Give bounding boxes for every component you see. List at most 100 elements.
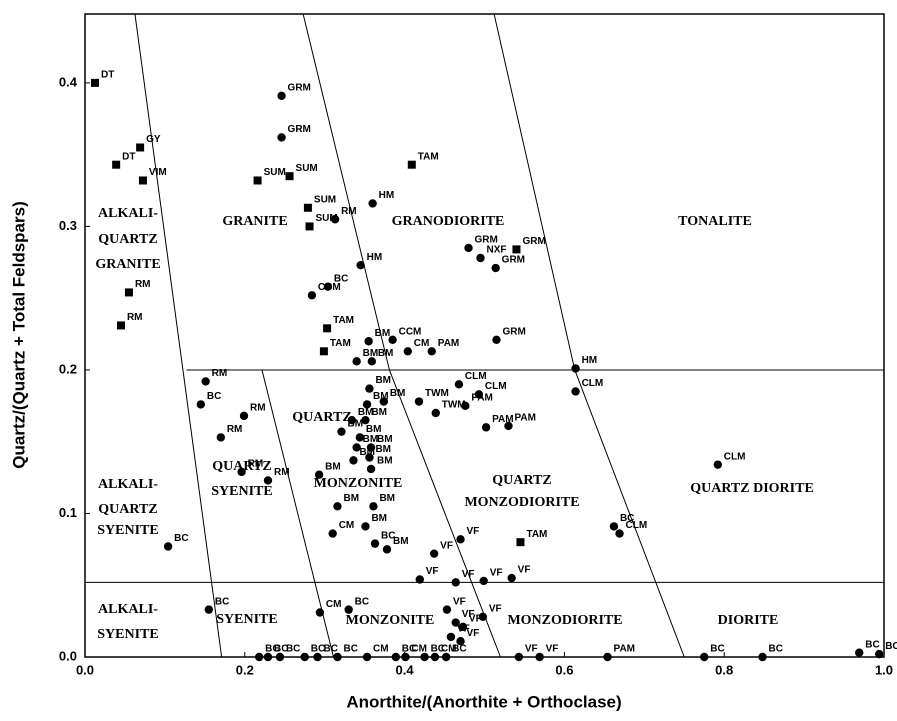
point-label: BM xyxy=(358,407,374,418)
circle-point xyxy=(163,542,173,551)
point-label: BM xyxy=(359,447,375,458)
field-label: GRANODIORITE xyxy=(392,214,505,229)
y-tick-label: 0.1 xyxy=(59,505,77,520)
circle-point xyxy=(315,608,325,617)
circle-point xyxy=(263,652,273,662)
circle-point xyxy=(415,575,424,584)
circle-point xyxy=(369,502,378,511)
point-label: CM xyxy=(339,520,355,531)
circle-point xyxy=(481,423,491,432)
circle-point xyxy=(391,652,401,662)
point-label: TAM xyxy=(526,529,547,540)
point-label: VF xyxy=(467,628,480,639)
point-label: BM xyxy=(363,434,379,445)
circle-point xyxy=(361,522,370,531)
square-point xyxy=(253,176,262,185)
point-label: BM xyxy=(375,375,391,386)
square-point xyxy=(305,222,314,231)
square-point xyxy=(323,324,332,333)
point-label: BC xyxy=(620,513,634,524)
point-label: BC xyxy=(207,391,221,402)
point-label: BM xyxy=(375,444,391,455)
point-label: CLM xyxy=(582,378,604,389)
point-label: CLM xyxy=(626,520,648,531)
circle-point xyxy=(451,578,460,587)
point-label: GRM xyxy=(288,82,311,93)
field-label: DIORITE xyxy=(718,613,779,628)
point-label: CM xyxy=(326,599,342,610)
x-tick-label: 0.0 xyxy=(76,662,94,677)
field-label: QUARTZ xyxy=(492,473,551,488)
point-label: RM xyxy=(127,312,143,323)
circle-point xyxy=(365,384,374,393)
point-label: GRM xyxy=(522,236,545,247)
point-label: BC xyxy=(286,644,300,655)
circle-point xyxy=(476,253,485,263)
x-tick-label: 1.0 xyxy=(875,662,893,677)
point-label: VF xyxy=(489,603,502,614)
circle-point xyxy=(479,576,488,586)
field-label: MONZODIORITE xyxy=(507,613,622,628)
point-label: BC xyxy=(324,644,338,655)
circle-point xyxy=(277,91,286,101)
point-label: TAM xyxy=(330,338,351,349)
point-label: CLM xyxy=(465,371,487,382)
point-label: CLM xyxy=(724,451,746,462)
point-label: VF xyxy=(426,566,439,577)
x-tick-label: 0.8 xyxy=(715,662,733,677)
circle-point xyxy=(314,470,324,479)
point-label: BC xyxy=(710,644,724,655)
point-label: VF xyxy=(546,644,559,655)
point-label: BC xyxy=(381,530,395,541)
field-label: MONZONITE xyxy=(346,613,435,628)
field-label: QUARTZ xyxy=(292,410,351,425)
point-label: HM xyxy=(367,252,383,263)
point-label: PAM xyxy=(438,338,459,349)
point-label: CCM xyxy=(399,326,422,337)
circle-point xyxy=(263,476,273,485)
point-label: GRM xyxy=(475,235,498,246)
point-label: VF xyxy=(457,624,470,635)
point-label: BM xyxy=(393,536,409,547)
circle-point xyxy=(300,652,309,662)
circle-point xyxy=(333,652,342,662)
point-label: BC xyxy=(431,644,445,655)
circle-point xyxy=(237,467,246,477)
circle-point xyxy=(420,652,429,662)
point-label: GY xyxy=(146,134,161,145)
circle-point xyxy=(196,400,206,409)
circle-point xyxy=(507,573,516,583)
square-point xyxy=(512,245,521,254)
field-label: ALKALI- xyxy=(98,206,158,221)
point-label: GRM xyxy=(502,326,525,337)
circle-point xyxy=(328,529,337,538)
point-label: VF xyxy=(525,644,538,655)
circle-point xyxy=(365,453,374,462)
field-label: ALKALI- xyxy=(98,602,158,617)
point-label: DT xyxy=(101,70,114,81)
point-label: BM xyxy=(325,461,341,472)
point-label: BM xyxy=(390,388,406,399)
point-label: BM xyxy=(379,493,395,504)
field-label: SYENITE xyxy=(97,523,158,538)
circle-point xyxy=(875,649,884,659)
circle-point xyxy=(337,427,346,436)
point-label: BC xyxy=(174,533,188,544)
point-label: CM xyxy=(373,644,389,655)
point-label: NXF xyxy=(487,245,507,256)
circle-point xyxy=(456,637,465,646)
point-label: RM xyxy=(248,458,264,469)
circle-point xyxy=(361,415,370,425)
circle-point xyxy=(254,652,264,662)
circle-point xyxy=(700,652,709,662)
square-point xyxy=(138,176,147,185)
circle-point xyxy=(431,408,440,418)
point-label: BC xyxy=(215,596,229,607)
point-label: BM xyxy=(363,348,379,359)
point-label: BM xyxy=(371,407,387,418)
circle-point xyxy=(429,549,439,558)
x-tick-label: 0.2 xyxy=(236,662,254,677)
field-label: QUARTZ DIORITE xyxy=(690,481,814,496)
circle-point xyxy=(427,347,436,356)
point-label: BC xyxy=(343,644,357,655)
